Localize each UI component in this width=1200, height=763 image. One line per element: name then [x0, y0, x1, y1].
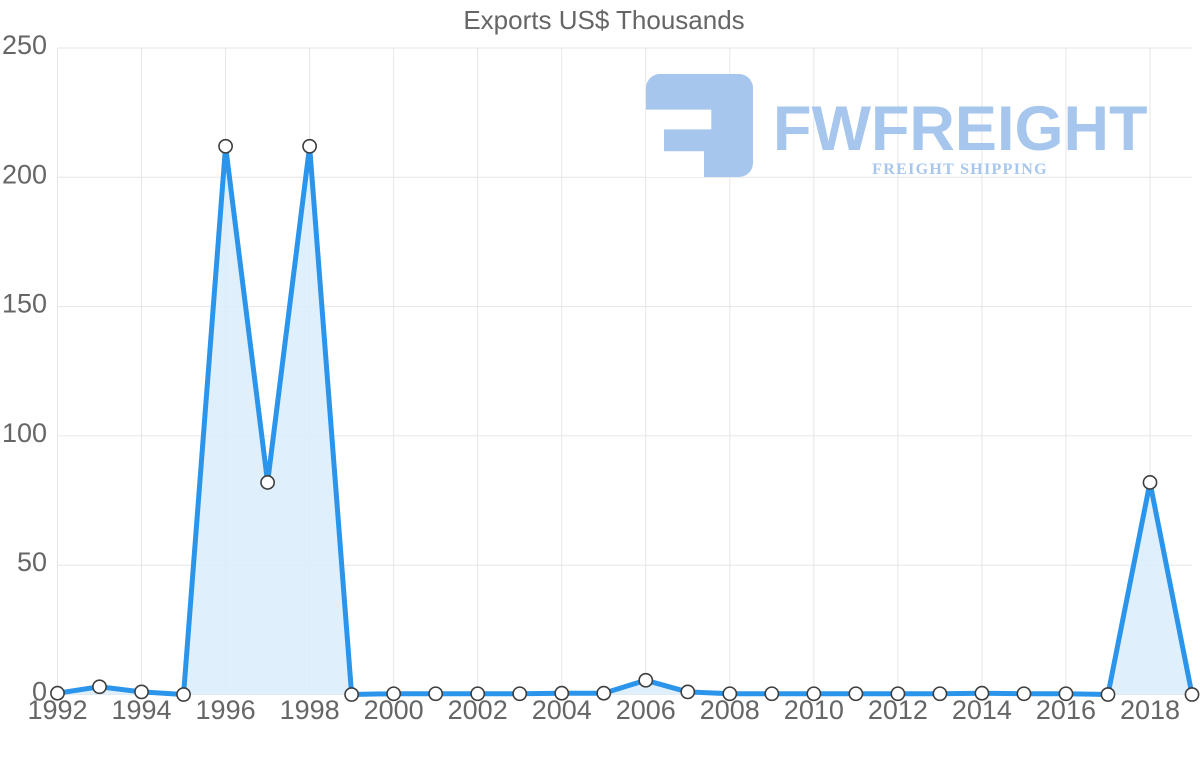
svg-text:2006: 2006 [616, 695, 676, 725]
svg-text:1998: 1998 [280, 695, 340, 725]
svg-text:2002: 2002 [448, 695, 508, 725]
svg-text:1996: 1996 [196, 695, 256, 725]
svg-text:2014: 2014 [952, 695, 1012, 725]
svg-text:FREIGHT SHIPPING: FREIGHT SHIPPING [872, 161, 1048, 178]
svg-text:2012: 2012 [868, 695, 928, 725]
svg-text:2000: 2000 [364, 695, 424, 725]
svg-text:200: 200 [2, 159, 47, 189]
svg-text:Exports US$ Thousands: Exports US$ Thousands [463, 5, 744, 35]
svg-text:150: 150 [2, 289, 47, 319]
svg-text:2016: 2016 [1036, 695, 1096, 725]
svg-text:2008: 2008 [700, 695, 760, 725]
svg-text:50: 50 [17, 547, 47, 577]
svg-text:1992: 1992 [27, 695, 87, 725]
svg-text:250: 250 [2, 30, 47, 60]
svg-text:FWFREIGHT: FWFREIGHT [773, 94, 1147, 164]
svg-text:2010: 2010 [784, 695, 844, 725]
svg-text:100: 100 [2, 418, 47, 448]
svg-text:2004: 2004 [532, 695, 592, 725]
svg-text:1994: 1994 [112, 695, 172, 725]
svg-text:2018: 2018 [1120, 695, 1180, 725]
